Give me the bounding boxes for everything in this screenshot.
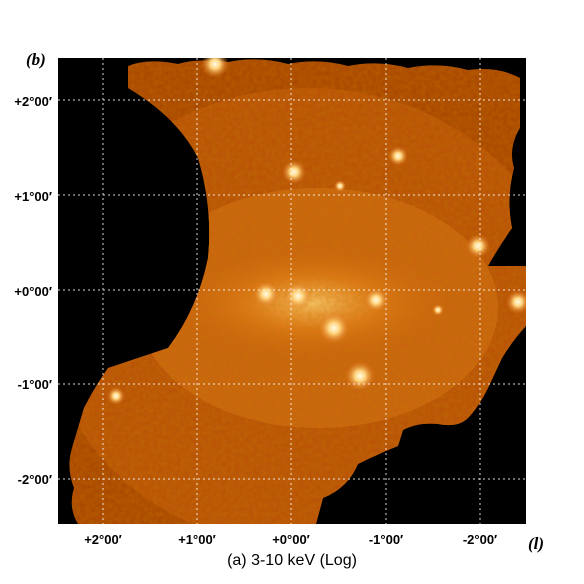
point-source	[253, 281, 279, 307]
coordinate-grid	[58, 58, 526, 524]
x-tick-label: -2°00′	[462, 532, 498, 547]
point-source	[284, 282, 312, 310]
y-tick-label: +1°00′	[14, 189, 52, 204]
point-source	[345, 361, 375, 391]
x-tick-label: -1°00′	[368, 532, 404, 547]
point-source	[432, 304, 444, 316]
xray-map-image	[58, 58, 526, 524]
x-tick-label: +1°00′	[178, 532, 216, 547]
y-tick-label: -2°00′	[17, 472, 52, 487]
galactic-latitude-label: (b)	[26, 50, 46, 69]
xray-intensity-map	[58, 58, 526, 524]
figure-caption: (a) 3-10 keV (Log)	[227, 552, 357, 569]
x-tick-label: +2°00′	[84, 532, 122, 547]
point-source	[107, 387, 125, 405]
y-tick-label: +2°00′	[14, 94, 52, 109]
point-source	[318, 312, 350, 344]
point-source	[334, 180, 346, 192]
x-tick-label: +0°00′	[272, 532, 310, 547]
point-source	[282, 160, 306, 184]
y-tick-label: +0°00′	[14, 284, 52, 299]
point-source	[388, 146, 408, 166]
point-source	[364, 288, 388, 312]
galactic-longitude-label: (l)	[528, 534, 545, 553]
point-source	[466, 234, 490, 258]
y-tick-label: -1°00′	[17, 377, 52, 392]
point-source	[506, 290, 526, 314]
point-source	[201, 58, 229, 78]
